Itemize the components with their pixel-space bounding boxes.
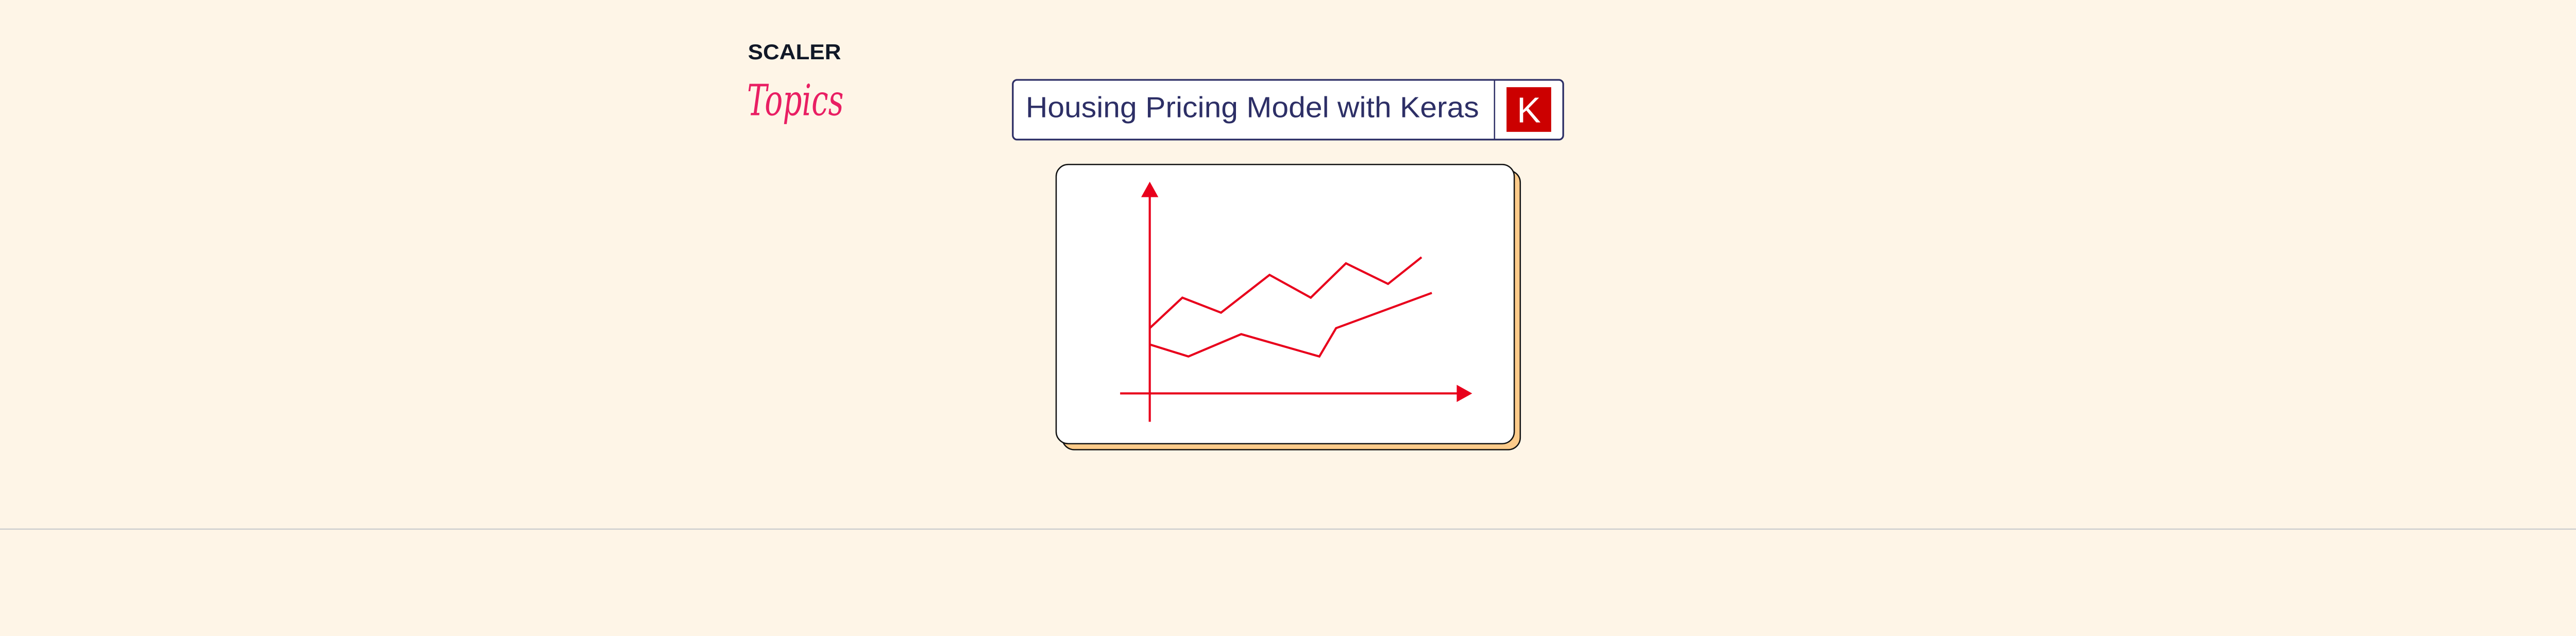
chart-illustration-card — [1055, 163, 1521, 450]
keras-logo-icon: K — [1506, 87, 1551, 132]
logo-topics-text: Topics — [747, 75, 843, 125]
x-axis-arrow — [1456, 384, 1472, 402]
line-chart-icon — [1120, 181, 1472, 422]
title-box: Housing Pricing Model with Keras K — [1012, 79, 1564, 141]
page-title: Housing Pricing Model with Keras — [1026, 91, 1479, 124]
upper-trend-line — [1149, 256, 1422, 329]
keras-logo-letter: K — [1517, 90, 1541, 130]
lower-trend-line — [1149, 292, 1432, 358]
scaler-topics-logo: SCALER Topics — [747, 40, 843, 125]
y-axis-arrow — [1141, 181, 1159, 197]
logo-scaler-text: SCALER — [748, 40, 841, 64]
banner-canvas: SCALER Topics Housing Pricing Model with… — [0, 39, 2576, 530]
